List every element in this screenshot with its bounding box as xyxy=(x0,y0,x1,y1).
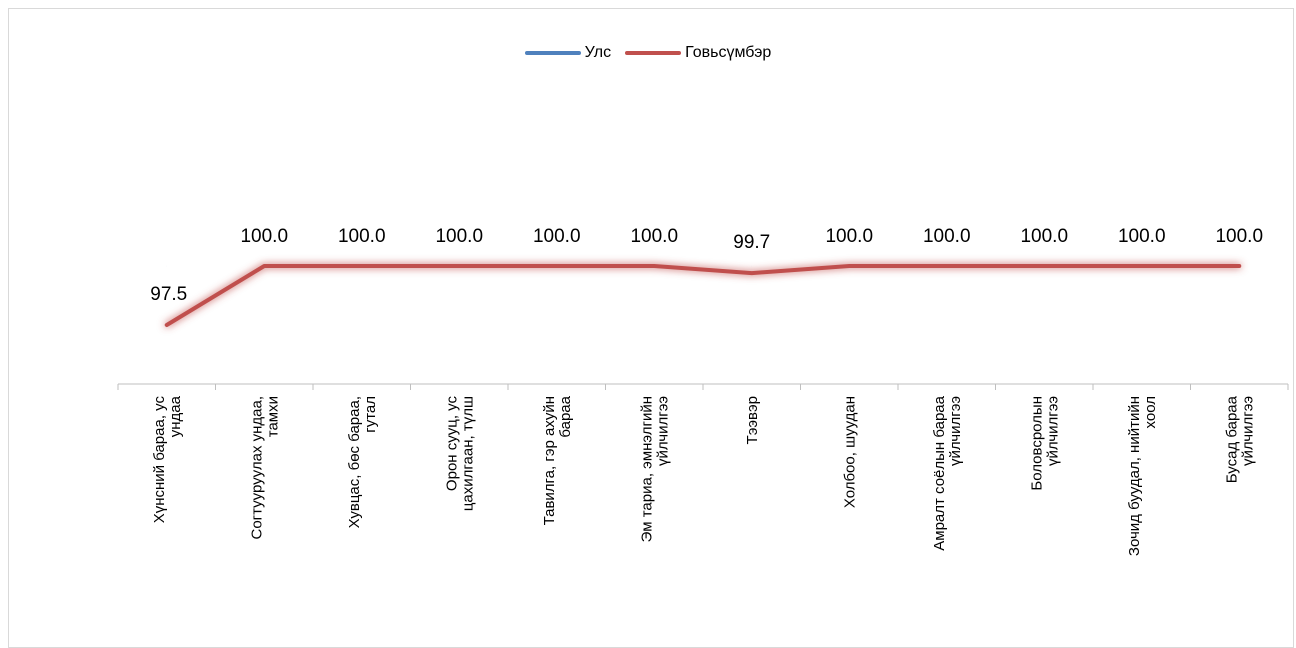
data-label-govisumber: 100.0 xyxy=(338,226,386,247)
data-label-govisumber: 99.7 xyxy=(733,232,770,253)
category-label: Хүнсний бараа, ус xyxy=(151,396,168,524)
series-line-govisumber xyxy=(167,266,1240,325)
category-label: Амралт соёлын бараа xyxy=(931,395,948,550)
data-label-govisumber: 97.5 xyxy=(150,284,187,305)
category-label: Хувцас, бөс бараа, xyxy=(346,396,363,528)
category-label: Эм тариа, эмнэлгийн xyxy=(638,396,655,542)
category-label: Тавилга, гэр ахуйн xyxy=(541,396,558,525)
data-label-govisumber: 100.0 xyxy=(1215,226,1263,247)
category-label: үйлчилгээ xyxy=(1239,396,1256,466)
category-label: үйлчилгээ xyxy=(654,396,671,466)
category-label: Тээвэр xyxy=(744,396,761,444)
category-label: үйлчилгээ xyxy=(947,396,964,466)
category-label: тамхи xyxy=(264,396,281,437)
data-label-govisumber: 100.0 xyxy=(825,226,873,247)
data-label-govisumber: 100.0 xyxy=(435,226,483,247)
category-label: Зочид буудал, нийтийн xyxy=(1126,396,1143,556)
category-label: Орон сууц, ус xyxy=(443,396,460,492)
data-label-govisumber: 100.0 xyxy=(533,226,581,247)
category-label: хоол xyxy=(1142,396,1159,428)
category-label: цахилгаан, түлш xyxy=(459,396,476,511)
category-label: Согтууруулах ундаа, xyxy=(248,396,265,540)
category-label: Холбоо, шуудан xyxy=(841,396,858,508)
data-label-govisumber: 100.0 xyxy=(1118,226,1166,247)
category-label: Боловсролын xyxy=(1028,396,1045,491)
data-label-govisumber: 100.0 xyxy=(240,226,288,247)
category-label: Бусад бараа xyxy=(1223,395,1240,483)
category-label: үйлчилгээ xyxy=(1044,396,1061,466)
category-label: гутал xyxy=(362,396,379,433)
category-label: ундаа xyxy=(167,395,184,437)
data-label-govisumber: 100.0 xyxy=(1020,226,1068,247)
data-label-govisumber: 100.0 xyxy=(923,226,971,247)
data-label-govisumber: 100.0 xyxy=(630,226,678,247)
category-label: бараа xyxy=(557,395,574,437)
